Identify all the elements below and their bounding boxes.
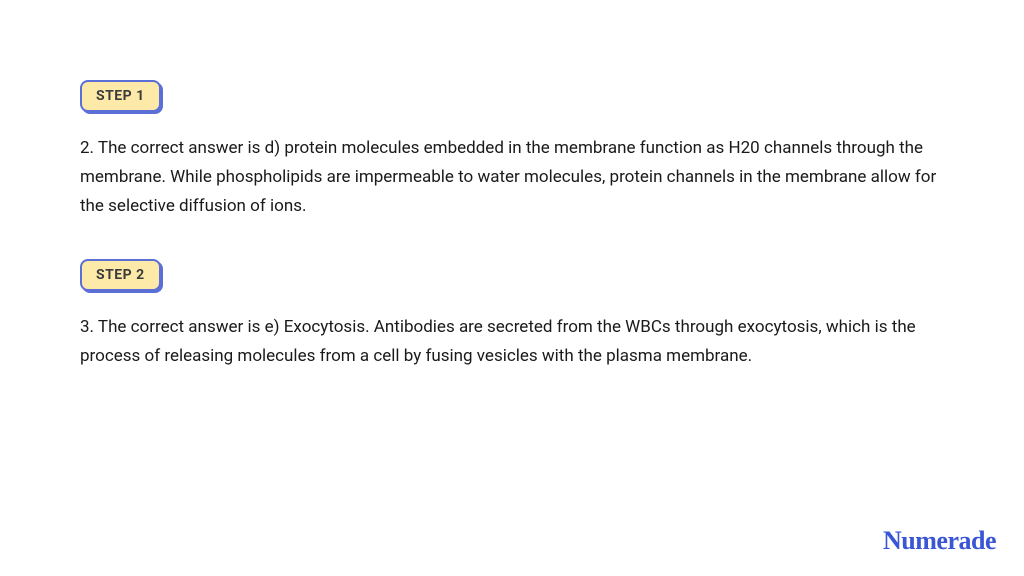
step-block-1: STEP 1 2. The correct answer is d) prote… xyxy=(80,80,944,221)
step-block-2: STEP 2 3. The correct answer is e) Exocy… xyxy=(80,259,944,371)
step-text-2: 3. The correct answer is e) Exocytosis. … xyxy=(80,313,944,371)
brand-logo: Numerade xyxy=(883,526,996,556)
step-text-1: 2. The correct answer is d) protein mole… xyxy=(80,134,944,221)
step-badge-1: STEP 1 xyxy=(80,80,161,112)
step-badge-2: STEP 2 xyxy=(80,259,161,291)
content-area: STEP 1 2. The correct answer is d) prote… xyxy=(0,0,1024,370)
